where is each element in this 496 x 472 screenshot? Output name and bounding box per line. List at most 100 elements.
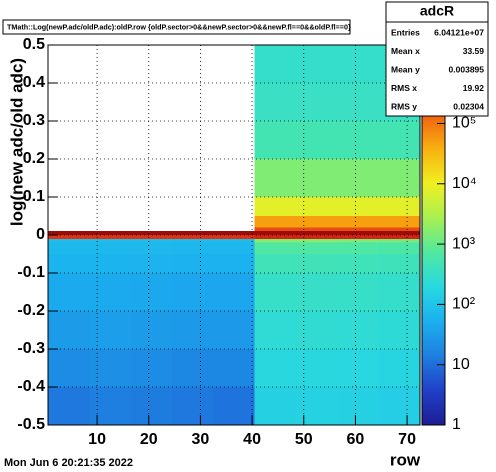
cell bbox=[89, 242, 131, 254]
z-tick-label: 10⁴ bbox=[452, 175, 477, 192]
stats-label: RMS y bbox=[391, 101, 417, 111]
cell bbox=[89, 235, 131, 239]
stats-title: adcR bbox=[420, 3, 454, 19]
cell bbox=[296, 235, 338, 239]
cell bbox=[378, 231, 420, 235]
cell bbox=[378, 159, 420, 197]
cell bbox=[337, 387, 379, 425]
x-tick-label: 10 bbox=[88, 431, 106, 448]
stats-value: 19.92 bbox=[463, 83, 485, 93]
cell bbox=[130, 121, 172, 159]
cell bbox=[213, 45, 255, 83]
cell bbox=[296, 216, 338, 228]
cell bbox=[378, 311, 420, 349]
cell bbox=[254, 231, 296, 235]
cell bbox=[48, 387, 90, 425]
y-tick-label: -0.5 bbox=[17, 416, 45, 433]
y-tick-label: -0.3 bbox=[17, 340, 45, 357]
y-tick-label: -0.4 bbox=[17, 378, 45, 395]
cell bbox=[130, 235, 172, 239]
cell bbox=[89, 349, 131, 387]
cell bbox=[296, 227, 338, 232]
cell bbox=[89, 273, 131, 311]
cell bbox=[254, 83, 296, 121]
cell bbox=[89, 159, 131, 197]
x-tick-label: 60 bbox=[347, 431, 365, 448]
cell bbox=[89, 238, 131, 243]
cell bbox=[296, 387, 338, 425]
cell bbox=[89, 83, 131, 121]
cell bbox=[213, 254, 255, 273]
cell bbox=[378, 121, 420, 159]
y-tick-label: 0.5 bbox=[23, 36, 45, 53]
cell bbox=[89, 197, 131, 216]
cell bbox=[89, 216, 131, 228]
cell bbox=[213, 197, 255, 216]
chart-title: TMath::Log(newP.adc/oldP.adc):oldP.row {… bbox=[7, 22, 351, 31]
cell bbox=[48, 121, 90, 159]
cell bbox=[296, 83, 338, 121]
cell bbox=[48, 227, 90, 232]
cell bbox=[254, 273, 296, 311]
z-tick-label: 1 bbox=[452, 416, 461, 433]
heatmap bbox=[48, 45, 420, 425]
cell bbox=[213, 83, 255, 121]
cell bbox=[213, 121, 255, 159]
stats-label: Entries bbox=[391, 27, 420, 37]
cell bbox=[130, 45, 172, 83]
cell bbox=[130, 216, 172, 228]
cell bbox=[378, 235, 420, 239]
cell bbox=[254, 235, 296, 239]
cell bbox=[213, 242, 255, 254]
cell bbox=[89, 45, 131, 83]
cell bbox=[130, 273, 172, 311]
cell bbox=[89, 227, 131, 232]
cell bbox=[213, 349, 255, 387]
cell bbox=[337, 273, 379, 311]
stats-value: 6.04121e+07 bbox=[434, 27, 484, 37]
cell bbox=[48, 159, 90, 197]
cell bbox=[296, 45, 338, 83]
cell bbox=[337, 238, 379, 243]
cell bbox=[378, 216, 420, 228]
cell bbox=[48, 242, 90, 254]
cell bbox=[213, 387, 255, 425]
cell bbox=[296, 238, 338, 243]
cell bbox=[213, 159, 255, 197]
cell bbox=[48, 311, 90, 349]
x-tick-label: 20 bbox=[140, 431, 158, 448]
cell bbox=[337, 197, 379, 216]
cell bbox=[296, 349, 338, 387]
cell bbox=[172, 235, 214, 239]
frame bbox=[47, 44, 421, 426]
cell bbox=[296, 242, 338, 254]
cell bbox=[337, 254, 379, 273]
cell bbox=[172, 121, 214, 159]
title-box bbox=[2, 19, 351, 35]
cell bbox=[254, 238, 296, 243]
cell bbox=[172, 231, 214, 235]
cell bbox=[48, 254, 90, 273]
x-axis-title: row bbox=[390, 450, 421, 469]
cell bbox=[337, 231, 379, 235]
stats-frame bbox=[385, 1, 489, 117]
stats-label: RMS x bbox=[391, 83, 417, 93]
cell bbox=[213, 235, 255, 239]
z-tick-label: 10⁵ bbox=[452, 115, 476, 132]
cell bbox=[89, 311, 131, 349]
cell bbox=[213, 273, 255, 311]
cell bbox=[213, 311, 255, 349]
y-tick-label: 0.3 bbox=[23, 112, 45, 129]
cell bbox=[48, 349, 90, 387]
x-tick-label: 70 bbox=[398, 431, 416, 448]
cell bbox=[213, 227, 255, 232]
cell bbox=[172, 197, 214, 216]
cell bbox=[130, 227, 172, 232]
cell bbox=[172, 242, 214, 254]
cell bbox=[378, 242, 420, 254]
cell bbox=[254, 227, 296, 232]
cell bbox=[130, 231, 172, 235]
cell bbox=[48, 83, 90, 121]
